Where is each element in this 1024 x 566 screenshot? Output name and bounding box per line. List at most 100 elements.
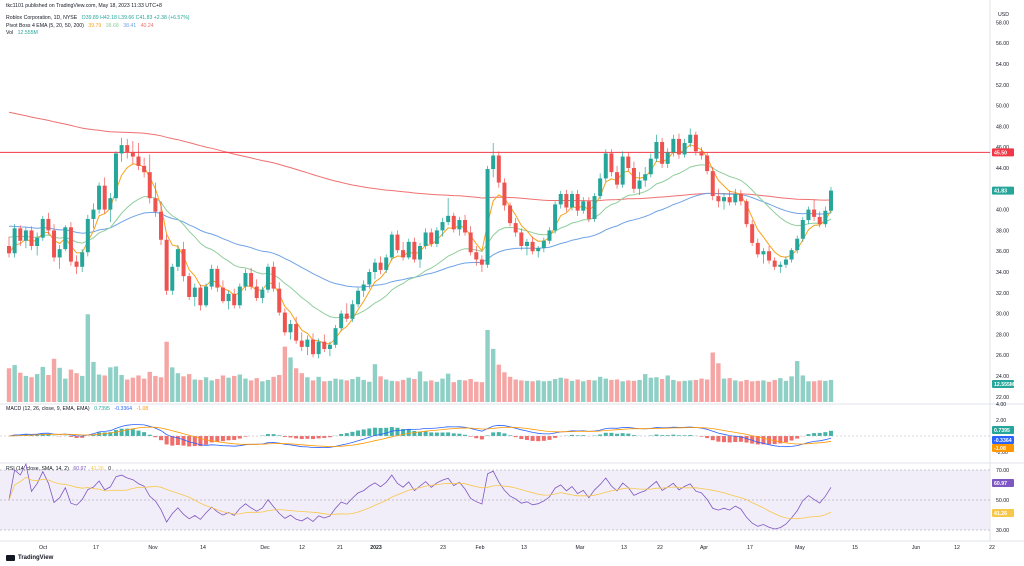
- ema50-value: 38.41: [123, 22, 137, 29]
- last-price-badge: 41.83: [994, 189, 1007, 195]
- y-tick-label: 36.00: [996, 249, 1009, 255]
- macd-hist-bar: [204, 436, 209, 445]
- macd-hist-bar: [609, 432, 614, 436]
- tradingview-logo-icon: [6, 555, 15, 561]
- candle-body: [333, 328, 338, 345]
- y-tick-label: 44.00: [996, 166, 1009, 172]
- macd-hist-bar: [671, 434, 676, 436]
- candle-body: [755, 242, 760, 255]
- candle-body: [817, 216, 822, 225]
- macd-hist-bar: [513, 436, 518, 438]
- macd-hist-bar: [479, 436, 484, 440]
- macd-signal-badge: -0.3364: [994, 438, 1012, 444]
- candle-body: [547, 230, 552, 241]
- main-legend: Roblox Corporation, 1D, NYSE O39.89 H42.…: [6, 15, 190, 38]
- candle-body: [271, 266, 276, 289]
- candle-body: [767, 251, 772, 261]
- candle-body: [581, 201, 586, 211]
- candle-body: [40, 218, 45, 238]
- y-tick-label: 34.00: [996, 270, 1009, 276]
- volume-bar: [170, 367, 175, 402]
- candle-body: [586, 201, 591, 219]
- macd-hist-bar: [108, 432, 113, 436]
- candle-body: [164, 239, 169, 291]
- y-tick-label: 40.00: [996, 208, 1009, 214]
- candle-body: [750, 224, 755, 243]
- volume-bar: [260, 381, 265, 402]
- macd-hist-bar: [491, 432, 496, 436]
- macd-hist-bar: [603, 432, 608, 436]
- macd-legend[interactable]: MACD (12, 26, close, 9, EMA, EMA) 0.7395…: [6, 406, 148, 412]
- macd-hist-bar: [823, 432, 828, 436]
- publisher-line: tkc1101 published on TradingView.com, Ma…: [6, 3, 162, 9]
- volume-bar: [795, 361, 800, 402]
- candle-body: [243, 273, 248, 287]
- volume-bar: [147, 371, 152, 402]
- volume-bar: [761, 380, 766, 402]
- volume-bar: [6, 368, 12, 402]
- volume-bar: [46, 375, 51, 402]
- candle-body: [592, 196, 597, 219]
- candle-body: [63, 227, 68, 250]
- volume-bar: [293, 368, 299, 402]
- candle-body: [97, 185, 102, 210]
- volume-row[interactable]: Vol 12.555M: [6, 30, 190, 38]
- candle-body: [485, 169, 490, 265]
- candle-body: [153, 198, 158, 212]
- macd-hist-bar: [817, 432, 822, 436]
- macd-hist-bar: [187, 436, 192, 447]
- rsi-legend[interactable]: RSI (14, close, SMA, 14, 2) 60.97 41.26 …: [6, 466, 111, 472]
- candle-body: [130, 152, 135, 157]
- macd-badge: 0.7395: [994, 428, 1010, 434]
- rsi-ma-badge-bg: [992, 509, 1014, 517]
- candle-body: [676, 138, 681, 155]
- volume-bar: [130, 377, 136, 402]
- macd-hist-bar: [547, 436, 552, 440]
- macd-hist-bar: [209, 436, 214, 443]
- ema-row[interactable]: Pivot Boss 4 EMA (5, 20, 50, 200) 39.79 …: [6, 23, 190, 31]
- volume-bar: [63, 378, 68, 402]
- vol-value: 12.555M: [17, 30, 38, 37]
- candle-body: [558, 194, 563, 205]
- y-tick-label: 52.00: [996, 83, 1009, 89]
- candle-body: [294, 324, 299, 341]
- macd-tick-label: -2.00: [996, 450, 1008, 456]
- macd-hist-bar: [232, 436, 237, 440]
- macd-hist-bar: [789, 436, 794, 441]
- volume-bar: [541, 381, 547, 402]
- macd-hist-bar: [660, 435, 665, 436]
- candle-body: [12, 228, 17, 254]
- macd-hist-bar: [192, 436, 197, 447]
- macd-hist-bar: [738, 436, 743, 442]
- candle-body: [665, 152, 670, 164]
- macd-hist-bar: [372, 427, 377, 436]
- candle-body: [710, 171, 715, 197]
- volume-bar: [462, 380, 468, 402]
- volume-bar: [440, 378, 445, 402]
- volume-bar: [423, 381, 428, 402]
- y-tick-label: 22.00: [996, 395, 1009, 401]
- rsi-badge: 60.97: [994, 481, 1007, 487]
- volume-bar: [445, 373, 451, 402]
- volume-bar: [220, 375, 226, 402]
- volume-bar: [688, 380, 693, 402]
- macd-hist-bar: [136, 430, 141, 436]
- macd-hist-bar: [727, 436, 732, 443]
- candle-body: [52, 230, 57, 258]
- candle-body: [823, 210, 828, 225]
- macd-hist-badge-bg: [992, 444, 1014, 452]
- macd-hist-value: -1.08: [136, 406, 149, 412]
- candle-body: [384, 257, 389, 270]
- volume-bar: [12, 365, 17, 402]
- macd-badge-bg: [992, 426, 1014, 434]
- volume-bar: [575, 379, 580, 402]
- macd-hist-bar: [716, 436, 721, 442]
- y-tick-label: 58.00: [996, 20, 1009, 26]
- candle-body: [575, 194, 580, 211]
- volume-bar: [558, 377, 563, 402]
- symbol-row[interactable]: Roblox Corporation, 1D, NYSE O39.89 H42.…: [6, 15, 190, 23]
- candle-body: [615, 172, 620, 185]
- y-tick-label: 30.00: [996, 312, 1009, 318]
- tradingview-logo[interactable]: TradingView: [6, 555, 53, 561]
